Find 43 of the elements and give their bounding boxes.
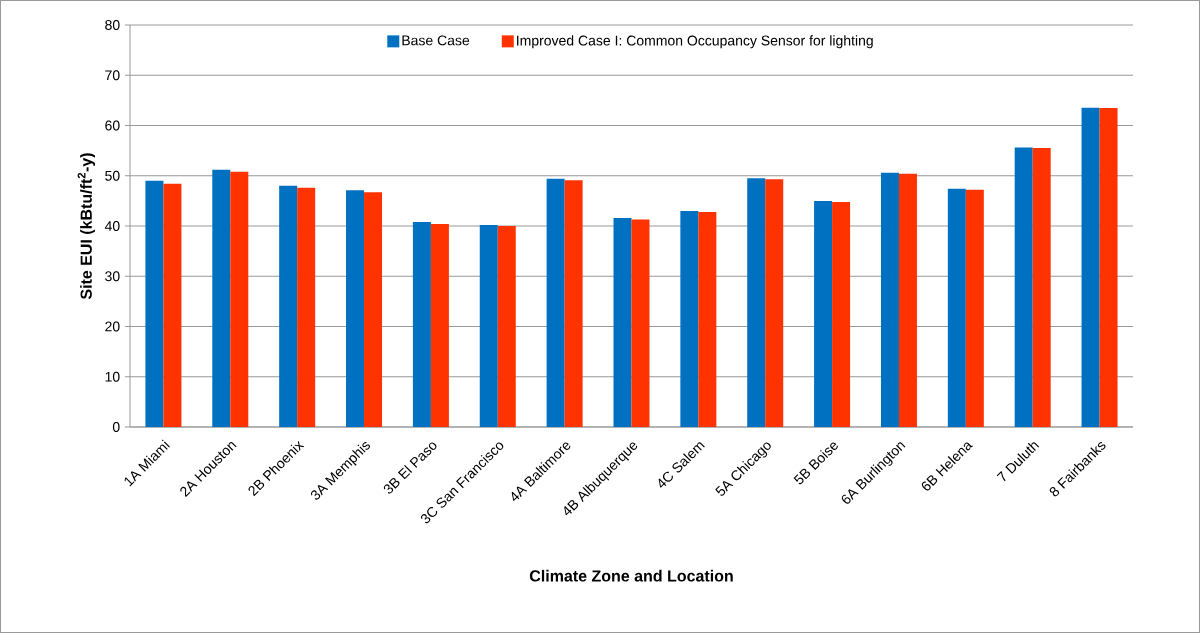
bar — [631, 219, 650, 427]
x-axis-title: Climate Zone and Location — [529, 569, 733, 582]
bar — [1032, 148, 1051, 427]
bar — [965, 189, 984, 427]
y-tick-label: 70 — [105, 70, 120, 81]
bar — [765, 179, 784, 427]
y-tick-label: 0 — [112, 422, 120, 432]
legend-label: Base Case — [402, 35, 470, 46]
y-tick-label: 50 — [105, 170, 120, 181]
bar — [564, 180, 583, 427]
bar — [163, 183, 182, 427]
legend-label: Improved Case I: Common Occupancy Sensor for lighting — [517, 35, 873, 49]
y-tick-label: 40 — [104, 221, 120, 231]
bar — [898, 173, 917, 427]
bar — [947, 188, 966, 427]
y-tick-label: 60 — [105, 120, 120, 131]
bar — [747, 178, 766, 427]
bar — [279, 185, 298, 427]
bar — [680, 210, 699, 427]
bar — [212, 169, 231, 427]
bar — [230, 171, 249, 427]
bar — [364, 192, 383, 427]
y-tick-label: 10 — [105, 371, 120, 382]
bar — [698, 211, 717, 427]
bar — [1099, 107, 1118, 427]
y-axis-title: Site EUI (kBtu/ft$^{2}$-y) — [77, 153, 96, 300]
bar — [1081, 107, 1100, 427]
bar — [814, 200, 833, 427]
bar — [412, 221, 431, 427]
y-tick-label: 20 — [105, 321, 120, 332]
bar — [145, 180, 164, 427]
bar — [497, 226, 516, 427]
bar — [479, 225, 498, 427]
y-tick-label: 80 — [105, 20, 120, 30]
bar — [832, 201, 851, 427]
bar — [430, 224, 449, 427]
bar — [1014, 147, 1033, 427]
bar — [546, 178, 565, 427]
bar — [346, 190, 365, 427]
bar — [613, 217, 632, 427]
bar — [297, 187, 316, 427]
bar — [880, 172, 899, 427]
y-tick-label: 30 — [105, 271, 120, 282]
